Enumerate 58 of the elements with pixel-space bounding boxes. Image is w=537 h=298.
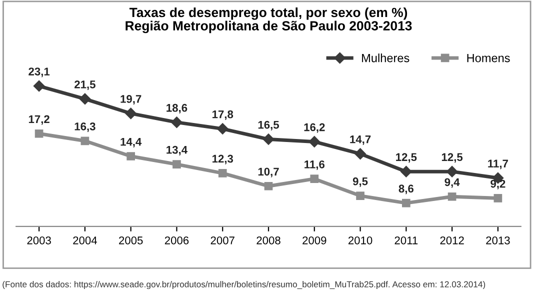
chart-title: Taxas de desemprego total, por sexo (em %) Região Metropolitana de São Paulo 2003-2013 [126, 7, 412, 34]
data-label: 10,7 [258, 168, 279, 178]
x-tick-label: 2010 [348, 236, 372, 244]
x-tick-label: 2011 [394, 236, 418, 244]
data-label: 14,4 [120, 138, 142, 148]
data-label: 9,2 [490, 180, 506, 190]
point [400, 166, 412, 178]
data-label: 17,2 [28, 115, 50, 125]
data-label: 23,1 [28, 68, 50, 78]
point [34, 129, 44, 138]
point [80, 136, 90, 146]
data-label: 9,4 [444, 178, 460, 188]
point [262, 134, 274, 145]
point [125, 108, 136, 120]
x-tick-label: 2009 [302, 236, 326, 244]
data-label: 12,3 [212, 154, 234, 164]
x-tick-label: 2007 [210, 236, 234, 244]
text: (Fonte dos dados: https://www.seade.gov.br/produtos/mulher/boletins/resumo_boletim_MuTrab25.pdf. Acesso em: 12.03.2014) [2, 281, 486, 290]
data-label: 8,6 [398, 184, 414, 194]
x-tick-label: 2008 [256, 236, 280, 244]
x-tick-label: 2006 [164, 236, 189, 244]
point [402, 198, 410, 208]
legend-label: Mulheres [362, 54, 410, 62]
data-label: 12,5 [442, 153, 463, 163]
data-label: 16,2 [304, 123, 325, 133]
data-label: 18,6 [166, 104, 188, 114]
point [79, 93, 91, 105]
point [126, 152, 135, 160]
point [264, 182, 273, 190]
data-label: 12,5 [396, 153, 417, 163]
data-label: 9,5 [352, 177, 368, 187]
point [217, 123, 228, 134]
legend-label: Homens [467, 54, 510, 62]
data-label: 11,7 [488, 160, 508, 170]
x-tick-label: 2005 [119, 236, 143, 244]
data-label: 17,8 [212, 110, 234, 120]
point [448, 192, 456, 201]
x-tick-label: 2013 [486, 236, 510, 244]
x-tick-label: 2004 [73, 236, 97, 244]
point [171, 116, 182, 128]
point [308, 136, 320, 148]
data-label: 16,5 [258, 120, 280, 130]
x-tick-label: 2003 [27, 236, 51, 244]
data-label: 21,5 [74, 80, 96, 90]
point [354, 148, 366, 160]
x-tick-label: 2012 [440, 236, 464, 244]
point [218, 169, 227, 178]
data-label: 14,7 [350, 136, 371, 145]
data-label: 13,4 [166, 146, 188, 156]
point [446, 166, 458, 178]
data-label: 16,3 [74, 122, 96, 132]
point [494, 194, 502, 202]
point [310, 174, 319, 184]
point [172, 160, 181, 168]
data-label: 19,7 [120, 95, 142, 105]
data-label: 11,6 [304, 160, 324, 170]
point [33, 80, 45, 92]
point [356, 192, 364, 200]
